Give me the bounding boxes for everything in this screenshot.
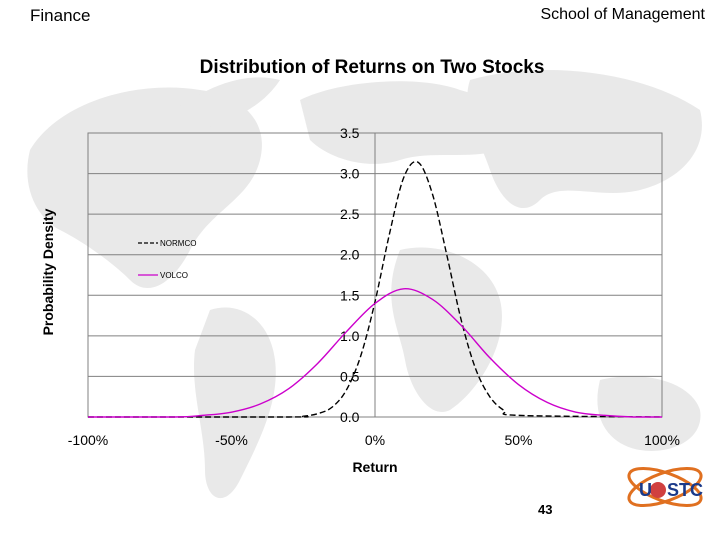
y-tick-labels: 0.0 0.5 1.0 1.5 2.0 2.5 3.0 3.5 (340, 125, 360, 425)
y-tick-label: 3.5 (340, 125, 360, 141)
series-lines (87, 160, 663, 418)
logo-text-right: STC (667, 480, 703, 500)
y-tick-label: 0.5 (340, 368, 360, 384)
header-finance: Finance (30, 6, 91, 25)
x-axis-label: Return (352, 459, 397, 475)
x-tick-label: -50% (215, 432, 248, 448)
x-tick-label: 100% (644, 432, 680, 448)
y-tick-label: 2.0 (340, 247, 360, 263)
y-tick-label: 0.0 (340, 409, 360, 425)
x-tick-label: 50% (504, 432, 532, 448)
uestc-logo: U STC (627, 467, 703, 507)
legend: NORMCO VOLCO (138, 239, 196, 280)
gridlines (88, 132, 662, 417)
y-tick-label: 3.0 (340, 166, 360, 182)
y-axis-label: Probability Density (40, 208, 56, 335)
y-tick-label: 2.5 (340, 206, 360, 222)
x-tick-labels: -100% -50% 0% 50% 100% (68, 432, 680, 448)
legend-label-normco: NORMCO (160, 239, 196, 248)
header-school: School of Management (540, 6, 705, 23)
legend-label-volco: VOLCO (160, 271, 188, 280)
page-number: 43 (538, 502, 553, 517)
y-tick-label: 1.0 (340, 328, 360, 344)
chart-title: Distribution of Returns on Two Stocks (200, 57, 545, 78)
x-tick-label: -100% (68, 432, 108, 448)
logo-text-left: U (639, 480, 652, 500)
x-tick-label: 0% (365, 432, 385, 448)
series-line-volco (87, 288, 662, 418)
y-tick-label: 1.5 (340, 287, 360, 303)
